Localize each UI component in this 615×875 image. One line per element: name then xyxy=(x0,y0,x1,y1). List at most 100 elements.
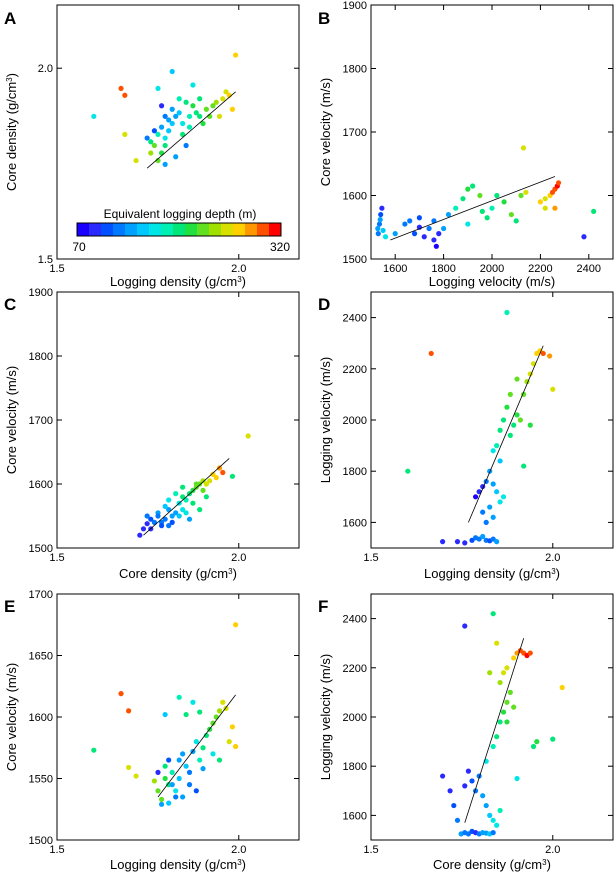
data-point xyxy=(382,234,389,240)
colorbar-min-label: 70 xyxy=(72,240,86,254)
data-point xyxy=(162,763,168,769)
data-point xyxy=(534,739,540,745)
data-point xyxy=(151,142,158,149)
data-point xyxy=(376,221,383,227)
y-tick-label: 1650 xyxy=(29,651,53,663)
y-tick-label: 2200 xyxy=(343,364,367,376)
data-point xyxy=(213,475,219,481)
data-point xyxy=(233,52,239,58)
y-tick-label: 2400 xyxy=(343,313,367,325)
data-point xyxy=(507,391,513,397)
panel-letter: A xyxy=(4,9,16,28)
data-point xyxy=(542,196,548,202)
data-point xyxy=(203,481,209,487)
data-point xyxy=(469,778,475,784)
regression-line xyxy=(157,694,236,798)
x-axis-label: Logging density (g/cm3) xyxy=(424,566,560,581)
data-point xyxy=(137,532,143,538)
data-point xyxy=(540,350,546,357)
x-tick-label: 1.5 xyxy=(49,263,64,275)
data-point xyxy=(210,103,216,109)
data-point xyxy=(490,514,496,520)
data-point xyxy=(200,120,206,127)
data-points xyxy=(405,309,556,546)
data-point xyxy=(490,743,496,750)
data-point xyxy=(155,85,161,92)
colorbar-frame xyxy=(76,222,282,237)
data-point xyxy=(555,180,562,186)
data-points xyxy=(91,622,239,807)
y-tick-label: 1700 xyxy=(29,415,53,427)
data-point xyxy=(454,817,461,823)
data-point xyxy=(180,494,186,500)
data-point xyxy=(465,768,472,774)
data-point xyxy=(454,539,461,545)
data-point xyxy=(497,458,503,464)
x-tick-label: 1.5 xyxy=(49,552,64,564)
data-point xyxy=(166,497,172,503)
data-point xyxy=(504,719,510,725)
data-point xyxy=(447,788,453,794)
data-point xyxy=(200,478,206,484)
data-point xyxy=(542,205,548,211)
colorbar-cell xyxy=(233,223,246,236)
data-point xyxy=(497,499,503,505)
data-point xyxy=(490,611,496,617)
data-point xyxy=(166,757,172,763)
data-point xyxy=(158,523,165,529)
data-point xyxy=(377,217,383,223)
data-point xyxy=(494,539,500,545)
data-point xyxy=(180,120,186,127)
data-point xyxy=(530,743,537,750)
data-point xyxy=(487,504,493,510)
data-point xyxy=(469,537,475,543)
data-point xyxy=(465,221,471,227)
data-point xyxy=(375,225,381,232)
data-point xyxy=(226,739,232,745)
colorbar-cell xyxy=(125,223,138,236)
panel-d: 1.5 2.0 1600 1800 2000 2200 2400 D Logging densi… xyxy=(318,291,614,581)
plot-frame xyxy=(56,593,300,841)
data-point xyxy=(180,794,186,800)
data-point xyxy=(431,237,437,243)
data-point xyxy=(440,539,446,545)
data-point xyxy=(431,218,437,224)
data-point xyxy=(245,433,251,439)
data-points xyxy=(375,145,597,249)
colorbar: Equivalent logging depth (m) 70 320 xyxy=(72,207,290,254)
panel-letter: B xyxy=(318,9,330,28)
data-point xyxy=(229,724,236,730)
data-point xyxy=(462,540,468,546)
data-point xyxy=(180,751,186,757)
data-point xyxy=(190,103,196,109)
data-point xyxy=(173,510,179,516)
x-tick-label: 1.5 xyxy=(363,552,378,564)
data-point xyxy=(517,417,523,423)
y-tick-label: 1600 xyxy=(343,191,367,203)
data-point xyxy=(402,221,408,227)
data-point xyxy=(436,231,442,237)
data-point xyxy=(507,689,513,696)
data-point xyxy=(183,510,189,516)
data-point xyxy=(126,708,132,714)
data-point xyxy=(162,113,168,119)
colorbar-cell xyxy=(89,223,102,236)
data-point xyxy=(151,778,158,784)
data-point xyxy=(494,640,500,646)
data-point xyxy=(169,513,175,519)
data-point xyxy=(229,106,236,112)
data-point xyxy=(158,150,165,156)
y-tick-label: 1900 xyxy=(343,0,367,12)
data-point xyxy=(173,794,179,800)
regression-line xyxy=(468,345,544,523)
panel-letter: F xyxy=(318,597,328,616)
data-point xyxy=(166,117,172,123)
data-point xyxy=(490,830,496,836)
colorbar-cell xyxy=(185,223,198,236)
y-axis-label: Logging velocity (m/s) xyxy=(318,654,333,780)
data-point xyxy=(148,150,154,156)
data-point xyxy=(162,516,168,522)
x-tick-label: 2400 xyxy=(577,263,601,275)
y-tick-label: 1550 xyxy=(29,774,53,786)
data-point xyxy=(484,215,490,221)
